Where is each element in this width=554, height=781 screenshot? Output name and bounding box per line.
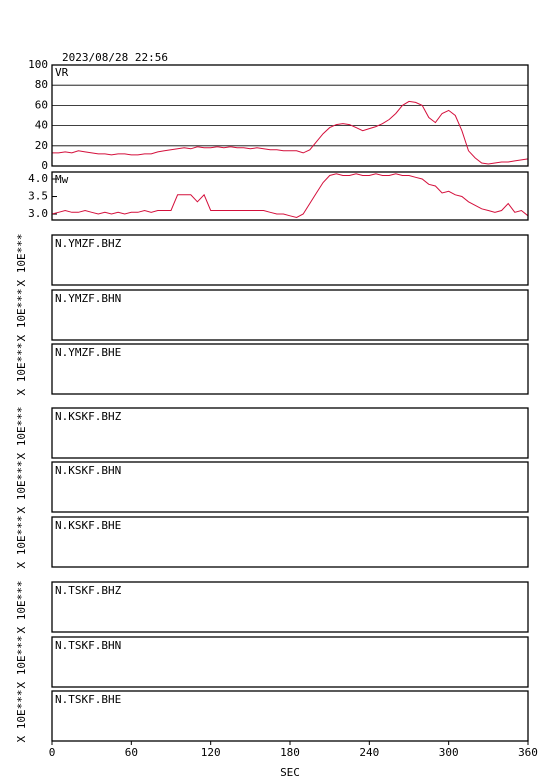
y-tick-label: 60 <box>35 98 48 111</box>
y-tick-label: 3.5 <box>28 190 48 203</box>
waveform-panel <box>51 343 529 395</box>
panel-label: N.KSKF.BHZ <box>55 410 122 423</box>
panel-title: Mw <box>55 173 69 186</box>
x-tick-label: 60 <box>125 746 138 759</box>
panel-title: VR <box>55 66 69 79</box>
panel-label: N.YMZF.BHZ <box>55 237 122 250</box>
waveform-panel <box>51 407 529 459</box>
y-tick-label: 0 <box>41 159 48 172</box>
panel-label: N.TSKF.BHN <box>55 639 121 652</box>
waveform-panel <box>51 581 529 633</box>
panel-ylabel: X 10E*** <box>15 581 28 634</box>
waveform-panel <box>51 461 529 513</box>
x-tick-label: 240 <box>359 746 379 759</box>
y-tick-label: 4.0 <box>28 172 48 185</box>
x-tick-label: 180 <box>280 746 300 759</box>
waveform-panel <box>51 234 529 286</box>
panel-label: N.YMZF.BHE <box>55 346 121 359</box>
panel-ylabel: X 10E*** <box>15 516 28 569</box>
panel-frame <box>51 64 529 167</box>
waveform-panel <box>51 516 529 568</box>
y-tick-label: 100 <box>28 58 48 71</box>
panel-label: N.KSKF.BHN <box>55 464 121 477</box>
panel-label: N.TSKF.BHE <box>55 693 121 706</box>
waveform-panel <box>51 690 529 742</box>
panel-ylabel: X 10E*** <box>15 407 28 460</box>
panel-label: N.YMZF.BHN <box>55 292 121 305</box>
panel-ylabel: X 10E*** <box>15 234 28 287</box>
timestamp: 2023/08/28 22:56 <box>62 51 168 64</box>
x-tick-label: 120 <box>201 746 221 759</box>
panel-ylabel: X 10E*** <box>15 461 28 514</box>
y-tick-label: 40 <box>35 119 48 132</box>
data-line <box>51 173 529 219</box>
panel-ylabel: X 10E*** <box>15 289 28 342</box>
waveform-panel <box>51 289 529 341</box>
panel-ylabel: X 10E*** <box>15 690 28 743</box>
data-line <box>52 100 529 165</box>
panel-label: N.KSKF.BHE <box>55 519 121 532</box>
x-tick-label: 360 <box>518 746 538 759</box>
x-tick-label: 300 <box>439 746 459 759</box>
panel-label: N.TSKF.BHZ <box>55 584 122 597</box>
panel-ylabel: X 10E*** <box>15 636 28 689</box>
panel-frame <box>51 171 529 221</box>
y-tick-label: 3.0 <box>28 207 48 220</box>
y-tick-label: 80 <box>35 78 48 91</box>
panel-ylabel: X 10E*** <box>15 343 28 396</box>
x-tick-label: 0 <box>49 746 56 759</box>
x-axis-label: SEC <box>280 766 300 779</box>
y-tick-label: 20 <box>35 139 48 152</box>
waveform-panel <box>51 636 529 688</box>
